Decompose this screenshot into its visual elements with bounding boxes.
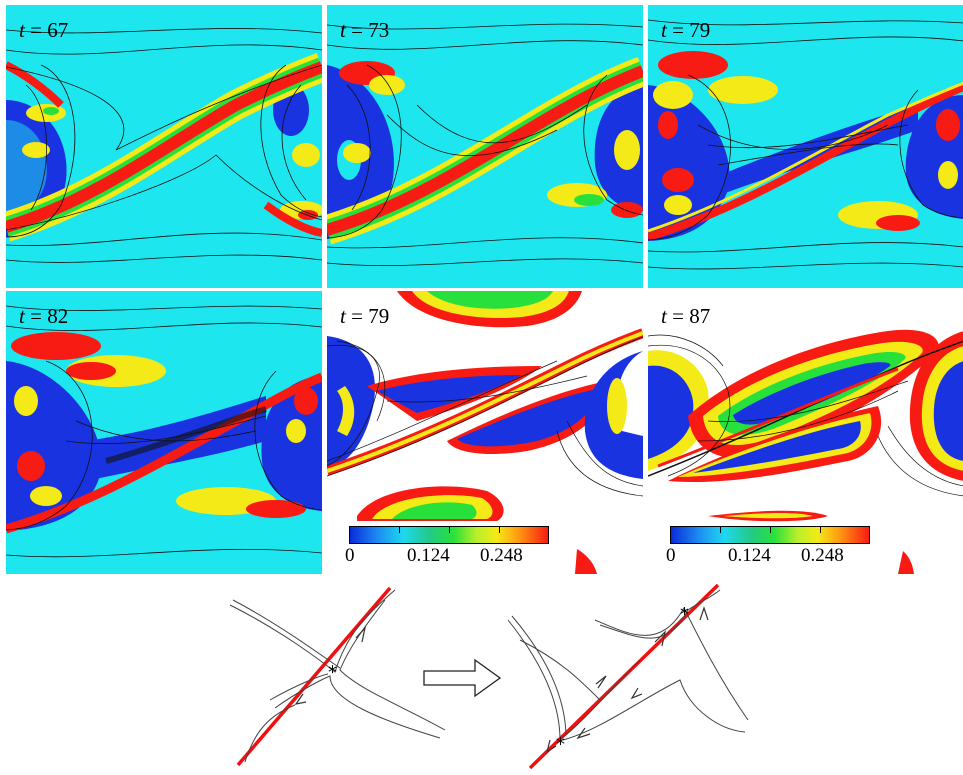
colorbar-tick-label: 0	[666, 545, 676, 566]
colorbar-tick-label: 0.248	[480, 545, 523, 566]
colorbar-tick-label: 0.124	[407, 545, 450, 566]
panel-t82: t = 82	[6, 291, 322, 574]
colorbar-tick-label: 0.248	[801, 545, 844, 566]
double-saddle-sketch: * *	[507, 583, 749, 770]
colorbar	[670, 526, 870, 544]
time-label: t = 67	[19, 18, 69, 42]
saddle-split-schematic: * * *	[229, 583, 749, 770]
vorticity-contour-plot-t79	[648, 5, 963, 288]
colorbar	[349, 526, 549, 544]
single-saddle-sketch: *	[229, 586, 446, 767]
panel-t73: t = 73	[327, 5, 643, 288]
enstrophy-contour-plot-t79	[327, 291, 643, 574]
time-label: t = 79	[661, 18, 711, 42]
panel-t79: t = 79	[648, 5, 963, 288]
colorbar-tick-label: 0.124	[728, 545, 771, 566]
right-block-arrow-icon	[423, 658, 502, 698]
time-label: t = 79	[340, 304, 390, 328]
time-label: t = 82	[19, 304, 69, 328]
vorticity-contour-plot-t82	[6, 291, 322, 574]
asterisk-icon: *	[328, 662, 337, 683]
panel-t79-enstrophy: t = 79 0 0.124 0.248	[327, 291, 643, 574]
schematic-sketches: * * *	[0, 580, 963, 770]
vorticity-contour-plot-t73	[327, 5, 643, 288]
colorbar-tick-label: 0	[345, 545, 355, 566]
asterisk-icon: *	[680, 604, 689, 625]
panel-t67: t = 67	[6, 5, 322, 288]
time-label: t = 73	[340, 18, 390, 42]
vorticity-contour-plot-t67	[6, 5, 322, 288]
asterisk-icon: *	[556, 734, 565, 755]
time-label: t = 87	[661, 304, 711, 328]
panel-t87-enstrophy: t = 87 0 0.124 0.248	[648, 291, 963, 574]
